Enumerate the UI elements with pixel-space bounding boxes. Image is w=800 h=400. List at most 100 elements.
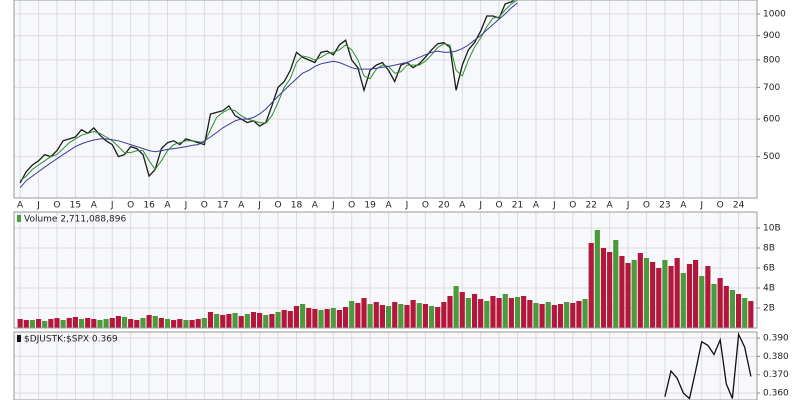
volume-bar <box>686 264 693 328</box>
volume-bar <box>152 316 158 328</box>
plot-area <box>19 0 518 189</box>
volume-bar <box>404 305 410 328</box>
x-tick-label: 21 <box>512 201 523 211</box>
x-tick-label: 20 <box>438 201 450 211</box>
volume-bar <box>594 230 600 328</box>
volume-bar <box>66 318 72 328</box>
volume-bar <box>367 304 373 328</box>
volume-bar <box>447 296 453 328</box>
volume-bar <box>484 301 490 328</box>
x-tick-label: A <box>459 201 466 211</box>
volume-bar <box>306 308 312 328</box>
x-tick-label: O <box>201 201 208 211</box>
x-tick-label: A <box>17 201 24 211</box>
volume-bar <box>717 278 723 328</box>
y-tick-label: 1000 <box>763 9 786 19</box>
x-tick-label: O <box>569 201 576 211</box>
panel-frame <box>13 0 758 199</box>
volume-bar <box>508 298 514 328</box>
y-tick-label: 0.360 <box>763 389 789 399</box>
y-tick-label: 4B <box>763 284 775 294</box>
series-line <box>664 332 752 400</box>
volume-bar <box>349 301 355 328</box>
volume-bar <box>588 243 594 328</box>
y-tick-label: 600 <box>763 115 780 125</box>
volume-bar <box>723 286 729 328</box>
volume-bar <box>453 286 459 328</box>
plot-area <box>17 230 754 328</box>
volume-bar <box>625 263 631 328</box>
volume-bar <box>293 306 300 328</box>
volume-bar <box>171 320 177 328</box>
volume-bar <box>287 311 293 328</box>
volume-bar <box>250 312 257 328</box>
volume-bar <box>693 260 699 328</box>
volume-bar <box>496 298 502 328</box>
plot-area <box>664 332 752 400</box>
y-tick-label: 900 <box>763 31 780 41</box>
x-tick-label: J <box>552 201 556 211</box>
volume-bar <box>619 256 625 328</box>
y-tick-label: 800 <box>763 55 780 65</box>
volume-bar <box>490 296 496 328</box>
x-tick-label: 22 <box>585 201 596 211</box>
volume-bar <box>42 321 48 328</box>
x-tick-label: O <box>496 201 503 211</box>
x-tick-label: O <box>53 201 60 211</box>
x-tick-label: O <box>127 201 134 211</box>
volume-bar <box>312 309 318 328</box>
x-tick-label: O <box>422 201 429 211</box>
volume-bar <box>23 320 29 328</box>
x-tick-label: 23 <box>659 201 670 211</box>
panel-title: $DJUSTK:$SPX 0.369 <box>24 335 118 345</box>
volume-bar <box>343 307 349 328</box>
ratio-panel <box>14 332 757 400</box>
volume-bar <box>570 303 576 328</box>
x-tick-label: A <box>385 201 392 211</box>
volume-bar <box>109 318 115 328</box>
y-tick-label: 6B <box>763 264 775 274</box>
volume-bar <box>607 252 613 328</box>
volume-bar <box>650 262 656 328</box>
y-tick-label: 500 <box>763 152 780 162</box>
volume-bar <box>748 301 754 328</box>
y-tick-label: 8B <box>763 244 775 254</box>
y-tick-label: 10B <box>763 224 781 234</box>
volume-bar <box>557 304 564 328</box>
volume-bar <box>97 320 103 328</box>
volume-bar <box>91 319 97 328</box>
volume-bar <box>17 319 23 328</box>
x-tick-label: 18 <box>291 201 303 211</box>
panel-frame <box>13 211 758 329</box>
volume-bar <box>428 306 435 328</box>
volume-bar <box>662 260 668 328</box>
volume-bar <box>533 303 539 328</box>
x-tick-label: J <box>478 201 482 211</box>
x-tick-label: 19 <box>364 201 376 211</box>
volume-bar <box>711 284 717 328</box>
volume-bar <box>674 258 680 328</box>
volume-bar <box>177 319 183 328</box>
x-tick-label: A <box>164 201 171 211</box>
volume-bar <box>281 310 287 328</box>
volume-bar <box>128 319 134 328</box>
volume-bar <box>631 260 637 328</box>
volume-bar <box>373 302 379 328</box>
volume-bar <box>257 313 263 328</box>
y-tick-label: 700 <box>763 83 780 93</box>
volume-bar <box>263 315 269 328</box>
volume-bar <box>416 303 422 328</box>
volume-bar <box>355 303 361 328</box>
x-tick-label: A <box>238 201 245 211</box>
volume-bar <box>72 317 78 328</box>
x-tick-label: J <box>36 201 40 211</box>
x-tick-label: J <box>699 201 703 211</box>
volume-bar <box>103 319 109 328</box>
volume-bar <box>729 290 736 328</box>
volume-bar <box>735 294 742 328</box>
y-tick-label: 2B <box>763 304 775 314</box>
x-tick-label: 15 <box>70 201 81 211</box>
x-tick-label: J <box>184 201 188 211</box>
series-line <box>19 0 518 182</box>
